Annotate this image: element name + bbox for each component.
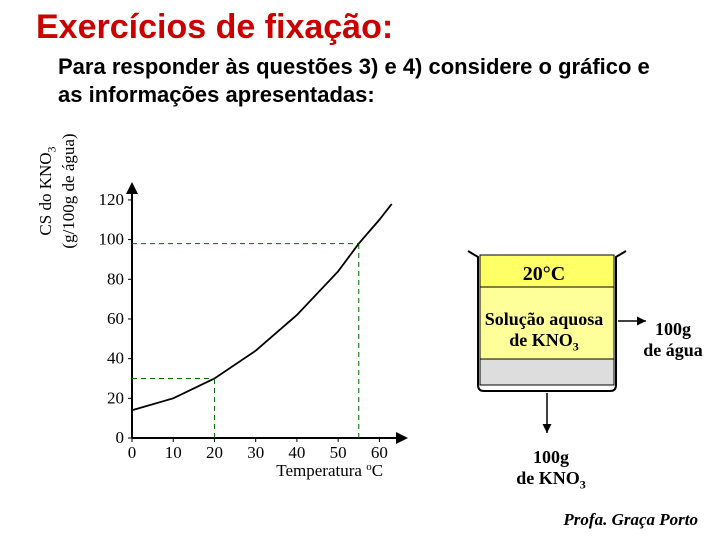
solubility-chart: CS do KNO3 (g/100g de água) 020406080100… — [40, 180, 420, 480]
page-title: Exercícios de fixação: — [0, 0, 720, 49]
footer-credit: Profa. Graça Porto — [563, 510, 698, 530]
kno3-callout: 100g de KNO3 — [506, 447, 596, 492]
y-axis-label: CS do KNO3 (g/100g de água) — [36, 106, 79, 276]
svg-text:50: 50 — [330, 443, 347, 462]
svg-text:40: 40 — [288, 443, 305, 462]
svg-text:120: 120 — [99, 190, 125, 209]
svg-text:100: 100 — [99, 230, 125, 249]
svg-text:20: 20 — [107, 388, 124, 407]
svg-text:20: 20 — [206, 443, 223, 462]
svg-text:80: 80 — [107, 269, 124, 288]
svg-text:40: 40 — [107, 349, 124, 368]
svg-text:10: 10 — [165, 443, 182, 462]
svg-text:0: 0 — [116, 428, 125, 447]
beaker-diagram: 20°C Solução aquosa de KNO3 100g de água… — [450, 245, 710, 485]
water-callout: 100g de água — [638, 319, 708, 360]
instruction-text: Para responder às questões 3) e 4) consi… — [0, 49, 720, 108]
svg-text:60: 60 — [107, 309, 124, 328]
svg-text:60: 60 — [371, 443, 388, 462]
svg-text:30: 30 — [247, 443, 264, 462]
temperature-callout: 20°C — [484, 263, 604, 286]
chart-svg: 0204060801001200102030405060Temperatura … — [40, 180, 420, 480]
svg-text:Temperatura oC: Temperatura oC — [276, 461, 383, 480]
solution-callout: Solução aquosa de KNO3 — [476, 309, 612, 354]
svg-text:0: 0 — [128, 443, 137, 462]
